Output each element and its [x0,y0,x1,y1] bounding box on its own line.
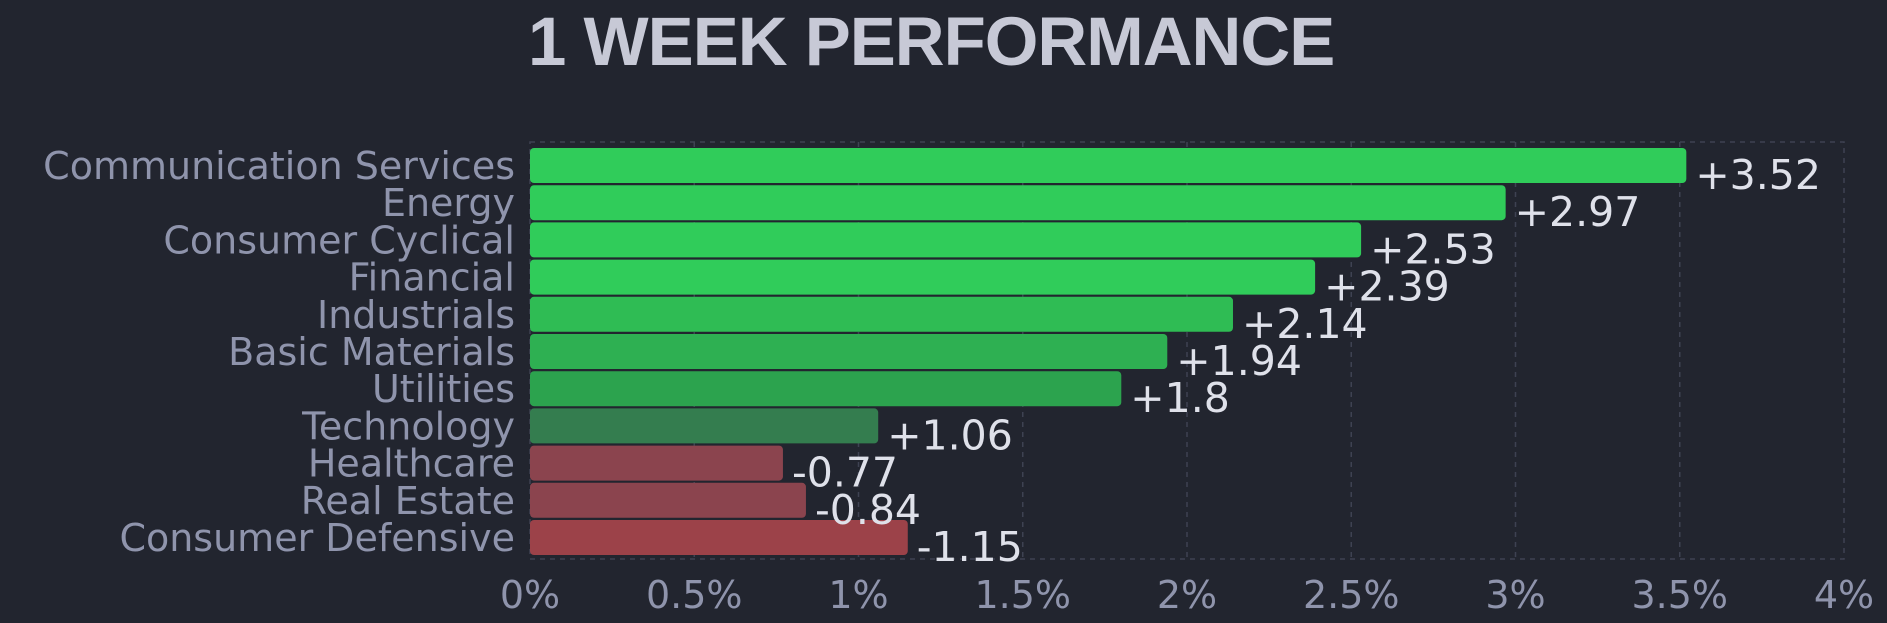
value-label: +2.97 [1515,188,1641,236]
chart-title: 1 WEEK PERFORMANCE [528,3,1335,80]
value-label: +1.06 [887,411,1013,459]
x-tick-label: 3% [1485,573,1545,617]
bar [530,148,1687,183]
category-label: Real Estate [301,479,515,523]
bar [530,259,1316,295]
category-label: Utilities [372,367,515,411]
value-label: +1.8 [1130,374,1230,422]
bar [530,371,1122,407]
bar [530,482,806,518]
bar [530,520,908,555]
bar [530,185,1506,221]
value-label: +3.52 [1695,151,1821,199]
value-label: -1.15 [917,523,1023,571]
x-tick-label: 2.5% [1303,573,1400,617]
x-tick-label: 1% [828,573,888,617]
x-tick-label: 4% [1814,573,1874,617]
x-tick-label: 0% [500,573,560,617]
value-label: +2.14 [1242,300,1368,348]
x-tick-label: 2% [1157,573,1217,617]
bar [530,334,1168,369]
value-label: +2.39 [1324,263,1450,311]
value-label: -0.84 [815,486,921,534]
bar [530,445,783,481]
category-label: Industrials [317,293,515,337]
bars [530,148,1687,555]
x-tick-label: 1.5% [974,573,1071,617]
category-label: Consumer Defensive [119,516,515,560]
category-label: Healthcare [308,442,515,486]
x-tick-label: 3.5% [1631,573,1728,617]
category-label: Communication Services [43,144,515,188]
value-label: +1.94 [1176,337,1302,385]
x-axis-tick-labels: 0% 0.5% 1% 1.5% 2% 2.5% 3% 3.5% 4% [500,573,1874,617]
category-label: Basic Materials [228,330,515,374]
category-label: Energy [382,181,515,225]
category-label: Consumer Cyclical [163,218,515,262]
value-label: -0.77 [792,449,898,497]
bar [530,408,879,444]
value-label: +2.53 [1370,225,1496,273]
value-labels: +3.52+2.97+2.53+2.39+2.14+1.94+1.8+1.06-… [792,151,1821,571]
bar [530,296,1233,332]
category-label: Financial [349,256,515,300]
x-tick-label: 0.5% [646,573,743,617]
category-label: Technology [301,404,515,448]
bar [530,222,1362,258]
